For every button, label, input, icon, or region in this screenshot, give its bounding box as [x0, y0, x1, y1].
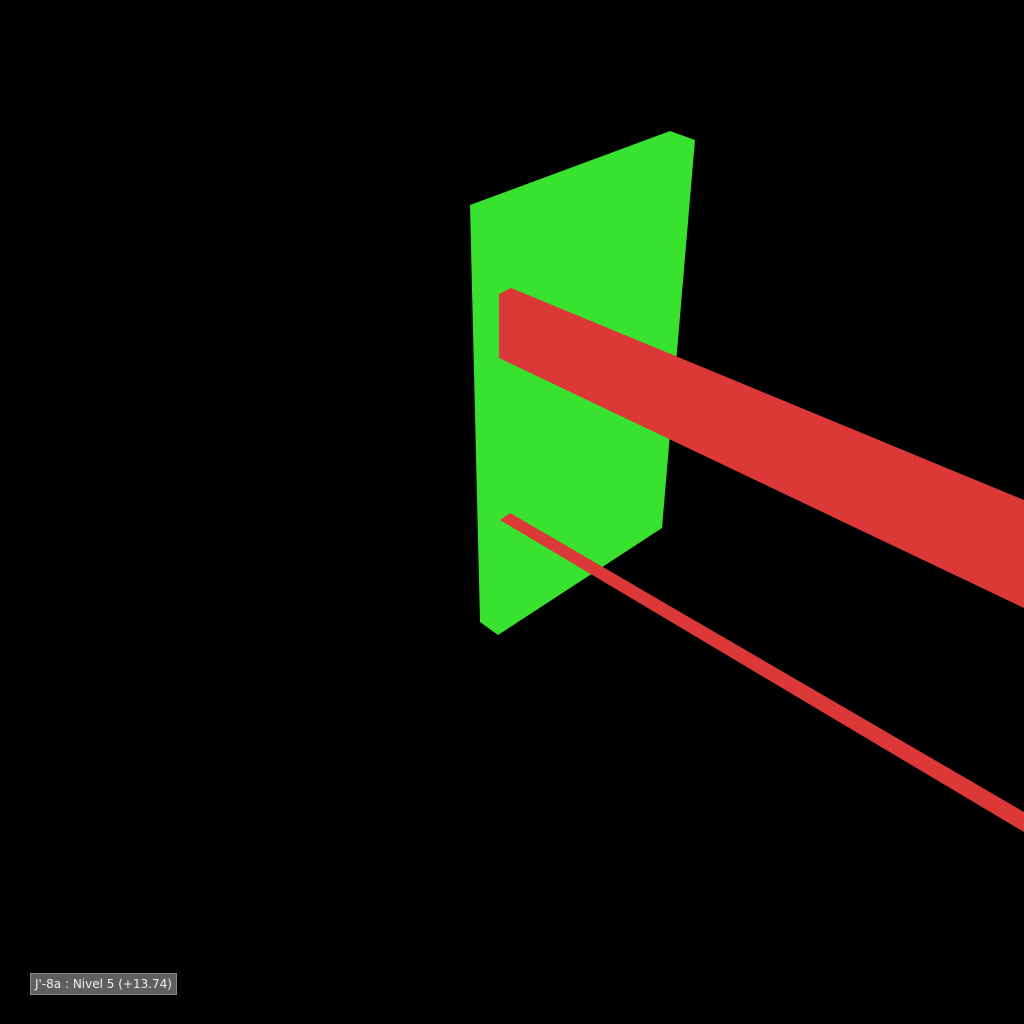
red-beam-lower[interactable]: [500, 513, 1024, 832]
red-beam-upper[interactable]: [499, 288, 1024, 608]
level-label: J'-8a : Nivel 5 (+13.74): [30, 973, 177, 995]
